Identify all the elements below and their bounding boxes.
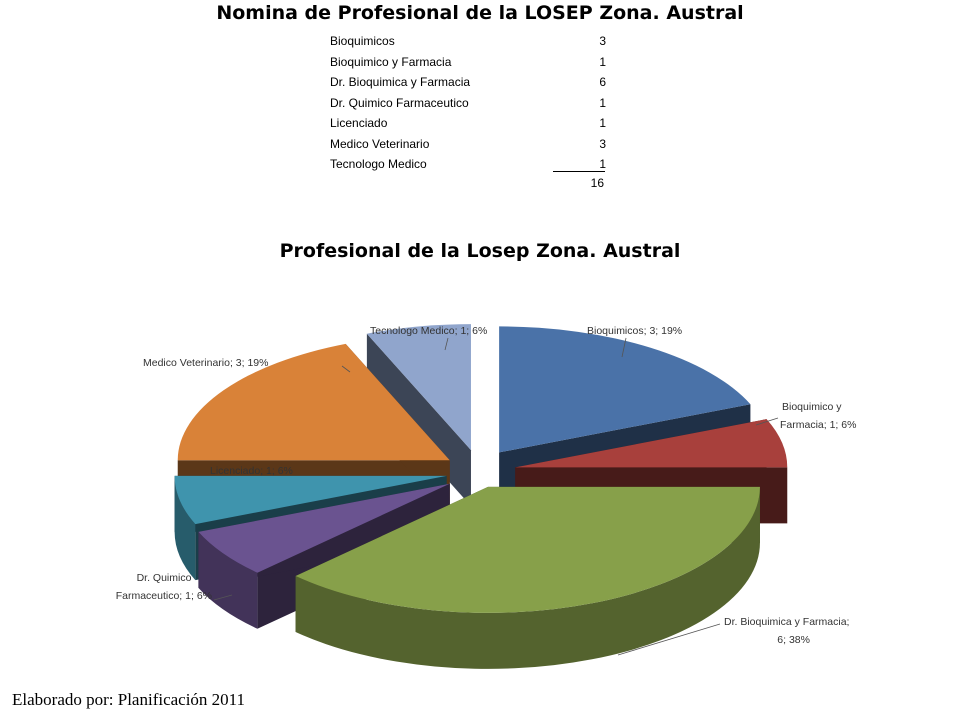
- slice-top: [515, 419, 788, 468]
- leader-line: [213, 594, 233, 601]
- data-label: Bioquimicos; 3; 19%: [587, 325, 682, 337]
- row-value: 1: [599, 157, 606, 172]
- data-label: 6; 38%: [777, 634, 810, 646]
- row-value: 3: [599, 34, 606, 49]
- data-label: Farmacia; 1; 6%: [780, 419, 856, 431]
- data-label: Tecnologo Medico; 1; 6%: [370, 325, 487, 337]
- slice-top: [366, 324, 471, 451]
- row-value: 1: [599, 95, 606, 110]
- slice-rim: [174, 475, 196, 581]
- slice-top: [499, 326, 751, 453]
- table-total: 16: [590, 176, 604, 190]
- leader-line: [755, 417, 779, 426]
- slice-rim: [198, 531, 258, 629]
- row-label: Tecnologo Medico: [330, 157, 427, 172]
- row-value: 1: [599, 116, 606, 131]
- row-label: Medico Veterinario: [330, 136, 430, 151]
- leader-line: [341, 365, 351, 373]
- table-row: Dr. Bioquimica y Farmacia 6: [330, 72, 606, 93]
- chart-title: Profesional de la Losep Zona. Austral: [279, 240, 681, 262]
- row-label: Licenciado: [330, 116, 388, 131]
- data-label: Licenciado; 1; 6%: [210, 465, 293, 477]
- table-row: Bioquimicos 3: [330, 31, 606, 52]
- table-row: Medico Veterinario 3: [330, 134, 606, 155]
- slice-top: [177, 343, 450, 461]
- pie-slice-3: [295, 486, 760, 669]
- total-divider: [553, 171, 605, 172]
- data-label: Bioquimico y: [782, 401, 842, 413]
- table-row: Licenciado 1: [330, 113, 606, 134]
- table-row: Dr. Quimico Farmaceutico 1: [330, 93, 606, 114]
- row-value: 6: [599, 75, 606, 90]
- row-label: Dr. Quimico Farmaceutico: [330, 95, 469, 110]
- data-label: Dr. Quimico: [137, 572, 192, 584]
- table-row: Bioquimico y Farmacia 1: [330, 52, 606, 73]
- data-label: Medico Veterinario; 3; 19%: [143, 357, 269, 369]
- slice-top: [295, 486, 760, 613]
- slice-top: [198, 483, 450, 573]
- row-label: Bioquimicos: [330, 34, 395, 49]
- row-label: Bioquimico y Farmacia: [330, 54, 452, 69]
- slice-rim: [295, 486, 760, 669]
- slice-top: [174, 475, 447, 525]
- summary-table: Bioquimicos 3 Bioquimico y Farmacia 1 Dr. …: [330, 31, 606, 175]
- leader-line: [617, 623, 721, 656]
- data-label: Farmaceutico; 1; 6%: [116, 590, 212, 602]
- row-label: Dr. Bioquimica y Farmacia: [330, 75, 471, 90]
- row-value: 3: [599, 136, 606, 151]
- footer-credit: Elaborado por: Planificación 2011: [12, 690, 246, 709]
- leader-line: [621, 337, 627, 358]
- data-label: Dr. Bioquimica y Farmacia;: [724, 616, 849, 628]
- table-title: Nomina de Profesional de la LOSEP Zona. …: [216, 2, 744, 24]
- row-value: 1: [599, 54, 606, 69]
- table-row: Tecnologo Medico 1: [330, 154, 606, 175]
- leader-line: [444, 337, 449, 351]
